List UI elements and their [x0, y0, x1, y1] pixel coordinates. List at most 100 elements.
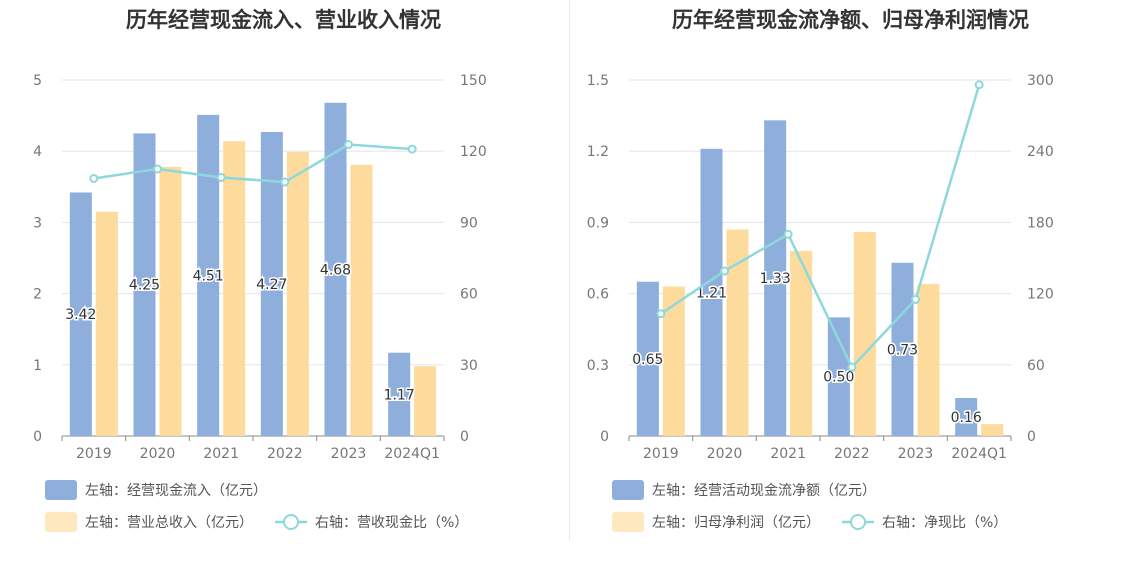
bar: [827, 317, 850, 436]
bar: [223, 141, 246, 436]
bar-data-label: 1.17: [384, 387, 415, 403]
bar: [726, 229, 749, 436]
legend-swatch: [45, 512, 77, 532]
x-axis-tick-label: 2021: [203, 446, 239, 462]
right-axis-tick-label: 120: [460, 144, 487, 160]
x-axis-tick-label: 2023: [331, 446, 367, 462]
right-chart-panel: 历年经营现金流净额、归母净利润情况 0 0 0.3 60 0.6 120 0.9 180 1.2…: [567, 0, 1134, 582]
bar: [260, 131, 283, 436]
left-axis-tick-label: 0: [33, 429, 42, 445]
left-axis-tick-label: 0.9: [587, 215, 609, 231]
left-axis-tick-label: 0.6: [587, 287, 609, 303]
legend-swatch: [612, 512, 644, 532]
bar-data-label: 4.51: [193, 268, 224, 284]
x-axis-tick-label: 2019: [643, 446, 679, 462]
bar: [324, 102, 347, 436]
right-axis-tick-label: 30: [460, 358, 478, 374]
line-point: [974, 80, 984, 90]
left-chart-svg: 0 0 1 30 2 60 3 90 4 120 5 150 2019 2020 2021 2022 2023 2…: [33, 73, 487, 532]
left-axis-tick-label: 0: [600, 429, 609, 445]
legend-line-marker: [283, 514, 299, 530]
x-axis-tick-label: 2023: [898, 446, 934, 462]
bar: [955, 398, 978, 436]
legend-swatch: [45, 480, 77, 500]
bar: [69, 192, 92, 436]
left-axis-tick-label: 0.3: [587, 358, 609, 374]
line-point: [344, 140, 353, 150]
line-point: [153, 164, 162, 174]
bar: [414, 366, 437, 436]
legend-line-marker: [850, 514, 866, 530]
legend-label: 左轴：营业总收入（亿元）: [85, 515, 253, 531]
chart-title: 历年经营现金流入、营业收入情况: [126, 8, 441, 32]
right-axis-tick-label: 0: [1027, 429, 1036, 445]
bar-data-label: 0.65: [632, 352, 663, 368]
bar-data-label: 1.21: [696, 285, 727, 301]
panel-divider: [569, 0, 570, 540]
left-axis-tick-label: 2: [33, 287, 42, 303]
line-series: [660, 84, 981, 370]
bar: [764, 120, 787, 436]
bar-data-label: 0.73: [887, 342, 918, 358]
bar: [286, 151, 309, 437]
line-point: [783, 229, 793, 239]
left-axis-tick-label: 3: [33, 215, 42, 231]
bar-data-label: 0.50: [823, 370, 854, 386]
bar: [95, 211, 118, 436]
right-axis-tick-label: 300: [1027, 73, 1054, 89]
bar-data-label: 1.33: [760, 271, 791, 287]
bar: [853, 231, 876, 436]
legend-label: 左轴：经营现金流入（亿元）: [85, 483, 267, 499]
bar: [790, 250, 813, 436]
line-point: [720, 266, 729, 276]
right-axis-tick-label: 180: [1027, 215, 1054, 231]
right-axis-tick-label: 240: [1027, 144, 1054, 160]
x-axis-tick-label: 2020: [140, 446, 176, 462]
right-axis-tick-label: 120: [1027, 287, 1054, 303]
left-axis-tick-label: 4: [33, 144, 42, 160]
line-point: [847, 362, 857, 372]
x-axis-tick-label: 2022: [267, 446, 303, 462]
line-point: [656, 309, 666, 319]
bar: [388, 352, 411, 436]
bar: [700, 148, 723, 436]
bar-data-label: 4.27: [256, 277, 287, 293]
bar: [662, 286, 685, 436]
bar: [981, 424, 1004, 436]
legend-label: 右轴：净现比（%）: [882, 515, 1007, 531]
right-axis-tick-label: 60: [1027, 358, 1045, 374]
bar-data-label: 0.16: [951, 410, 982, 426]
legend-label: 左轴：经营活动现金流净额（亿元）: [652, 483, 876, 499]
right-axis-tick-label: 90: [460, 215, 478, 231]
x-axis-tick-label: 2024Q1: [951, 446, 1007, 462]
bar: [350, 164, 373, 436]
left-axis-tick-label: 1.2: [587, 144, 609, 160]
left-axis-tick-label: 1: [33, 358, 42, 374]
legend-label: 右轴：营收现金比（%）: [315, 515, 468, 531]
x-axis-tick-label: 2024Q1: [384, 446, 440, 462]
legend-swatch: [612, 480, 644, 500]
left-axis-tick-label: 5: [33, 73, 42, 89]
bar: [159, 166, 182, 436]
line-point: [89, 173, 99, 183]
bar: [636, 281, 659, 436]
bar: [133, 133, 156, 436]
bar: [197, 114, 220, 436]
right-axis-tick-label: 60: [460, 287, 478, 303]
line-series: [93, 143, 413, 184]
left-chart-panel: 历年经营现金流入、营业收入情况 0 0 1 30 2 60 3 90 4 120 5 150 2019 2…: [33, 8, 487, 532]
legend-label: 左轴：归母净利润（亿元）: [652, 514, 820, 531]
right-chart-svg: 0 0 0.3 60 0.6 120 0.9 180 1.2 240 1.5 300 2019 2020 2…: [587, 73, 1054, 532]
x-axis-tick-label: 2019: [76, 446, 112, 462]
line-point: [911, 295, 920, 305]
x-axis-tick-label: 2021: [770, 446, 806, 462]
bar-data-label: 4.25: [129, 278, 160, 294]
x-axis-tick-label: 2020: [707, 446, 743, 462]
line-point: [216, 173, 226, 183]
x-axis-tick-label: 2022: [834, 446, 870, 462]
right-axis-tick-label: 150: [460, 73, 487, 89]
bar-data-label: 4.68: [320, 262, 351, 278]
chart-title: 历年经营现金流净额、归母净利润情况: [672, 8, 1029, 32]
bar-data-label: 3.42: [65, 307, 96, 323]
line-point: [407, 144, 417, 154]
